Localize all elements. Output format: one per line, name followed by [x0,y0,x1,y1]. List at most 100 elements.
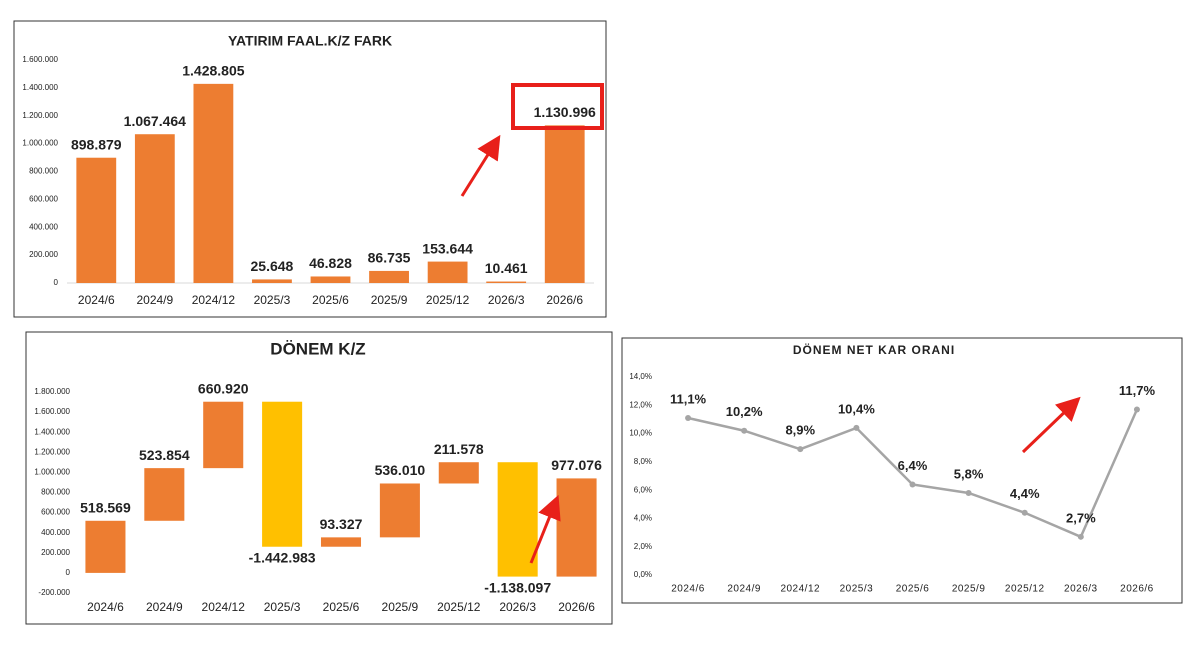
waterfall-bar [379,483,420,538]
x-tick-label: 2024/12 [192,293,236,307]
marker [685,415,692,422]
chart-title: DÖNEM K/Z [270,339,365,358]
y-tick-label: 400.000 [29,222,58,231]
marker [797,446,804,453]
arrow [1021,396,1081,454]
data-label: 93.327 [320,516,363,532]
y-tick-label: 0,0% [634,570,652,579]
y-tick-label: 800.000 [41,488,70,497]
y-tick-label: 1.600.000 [34,407,70,416]
x-tick-label: 2025/9 [952,584,986,595]
data-label: 5,8% [954,466,984,481]
data-label: 10,2% [726,404,763,419]
y-tick-label: 600.000 [29,194,58,203]
data-label: 153.644 [422,240,473,256]
marker [1077,533,1084,540]
data-label: 1.130.996 [534,104,596,120]
y-tick-label: 1.200.000 [22,111,58,120]
marker [1021,509,1028,516]
data-label: 46.828 [309,255,352,271]
data-label: 8,9% [785,423,815,438]
bar [544,125,585,283]
data-label: 1.428.805 [182,63,244,79]
x-tick-label: 2026/3 [488,293,525,307]
waterfall-bar [497,462,538,577]
data-label: 536.010 [375,462,426,478]
x-tick-label: 2024/9 [146,600,183,614]
waterfall-bar [438,462,479,484]
waterfall-bar [85,520,126,573]
x-tick-label: 2025/9 [382,600,419,614]
y-tick-label: 200.000 [29,250,58,259]
data-label: 660.920 [198,380,249,396]
x-tick-label: 2025/6 [312,293,349,307]
bar [193,83,234,283]
x-tick-label: 2025/6 [896,584,930,595]
x-tick-label: 2025/12 [1005,584,1045,595]
x-tick-label: 2025/3 [264,600,301,614]
waterfall-bar [203,401,244,469]
data-label: 86.735 [368,250,411,266]
y-tick-label: 800.000 [29,167,58,176]
marker [853,424,860,431]
plots: 0 200.000 400.000 600.000 800.000 1.000.000 1.… [22,55,1155,614]
marker [741,427,748,434]
data-label: 10,4% [838,401,875,416]
x-tick-label: 2025/9 [371,293,408,307]
x-tick-label: 2025/3 [254,293,291,307]
y-tick-label: 400.000 [41,528,70,537]
y-tick-label: 0 [54,278,59,287]
x-tick-label: 2024/6 [87,600,124,614]
waterfall-bar [320,537,362,547]
data-label: 11,1% [670,391,707,406]
waterfall-bar [556,478,597,577]
bar [134,134,175,283]
panel [621,337,1183,604]
y-tick-label: 2,0% [634,542,652,551]
arrow [529,494,561,564]
y-tick-label: 10,0% [629,429,652,438]
y-tick-label: 14,0% [629,372,652,381]
x-tick-label: 2026/6 [546,293,583,307]
y-tick-label: 1.000.000 [34,468,70,477]
data-label: 11,7% [1119,383,1156,398]
x-tick-label: 2025/3 [840,584,874,595]
y-tick-label: -200.000 [38,588,70,597]
bar [252,279,292,283]
bar [427,261,468,283]
y-tick-label: 1.600.000 [22,55,58,64]
bar [76,157,117,283]
highlight-box [511,83,604,130]
y-tick-label: 600.000 [41,508,70,517]
waterfall-bar [262,401,303,547]
y-tick-label: 1.000.000 [22,139,58,148]
data-label: 2,7% [1066,510,1096,525]
marker [909,481,916,488]
chart-title: DÖNEM NET KAR ORANI [793,342,955,357]
marker [965,489,972,496]
y-tick-label: 200.000 [41,548,70,557]
y-tick-label: 4,0% [634,514,652,523]
data-label: -1.138.097 [484,579,551,595]
data-label: 4,4% [1010,486,1040,501]
x-tick-label: 2026/6 [558,600,595,614]
chart-title: YATIRIM FAAL.K/Z FARK [228,33,392,49]
bar [486,281,527,283]
data-label: 1.067.464 [124,113,186,129]
data-label: 518.569 [80,499,131,515]
x-tick-label: 2025/6 [323,600,360,614]
y-tick-label: 1.400.000 [22,83,58,92]
y-tick-label: 1.200.000 [34,447,70,456]
x-tick-label: 2026/3 [1064,584,1098,595]
data-label: 523.854 [139,447,190,463]
arrow [460,134,501,197]
data-label: 6,4% [898,458,928,473]
x-tick-label: 2025/12 [426,293,470,307]
x-tick-label: 2024/12 [780,584,820,595]
x-tick-label: 2024/6 [671,584,705,595]
y-tick-label: 0 [66,568,71,577]
y-tick-label: 1.800.000 [34,387,70,396]
y-tick-label: 12,0% [629,400,652,409]
data-label: -1.442.983 [249,549,316,565]
